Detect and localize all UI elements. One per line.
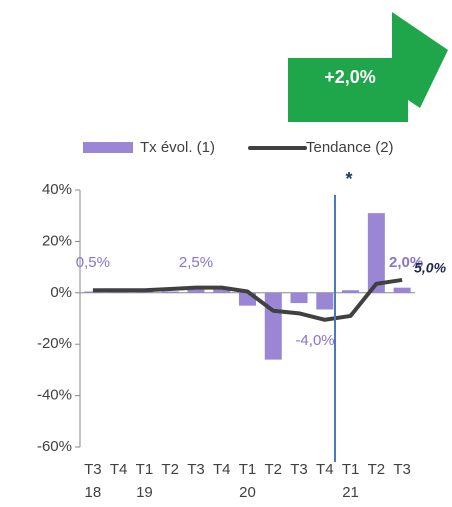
data-label: -4,0%: [295, 332, 334, 349]
data-label: 2,0%: [389, 254, 423, 271]
bar: [342, 290, 360, 293]
legend-swatch: [83, 142, 133, 153]
x-tick-label: T4: [316, 461, 334, 478]
x-tick-label: T2: [368, 461, 386, 478]
x-year-label: 20: [239, 484, 256, 501]
x-year-label: 18: [85, 484, 102, 501]
bar: [316, 292, 334, 310]
bar: [290, 292, 308, 304]
x-tick-label: T4: [213, 461, 231, 478]
data-label: 5,0%: [414, 260, 446, 276]
legend-label: Tendance (2): [306, 139, 394, 156]
y-tick-label: -60%: [37, 438, 72, 455]
x-tick-label: T3: [290, 461, 308, 478]
x-tick-label: T3: [187, 461, 205, 478]
bar: [367, 213, 385, 293]
y-tick-label: 0%: [50, 284, 72, 301]
x-year-label: 21: [342, 484, 359, 501]
y-tick-label: -20%: [37, 335, 72, 352]
data-label: 0,5%: [76, 254, 110, 271]
x-tick-label: T1: [342, 461, 360, 478]
y-tick-label: 40%: [42, 181, 72, 198]
y-tick-label: 20%: [42, 232, 72, 249]
x-tick-label: T2: [161, 461, 179, 478]
x-tick-label: T1: [136, 461, 154, 478]
data-label: 2,5%: [179, 254, 213, 271]
x-tick-label: T3: [84, 461, 102, 478]
y-tick-label: -40%: [37, 387, 72, 404]
bar: [213, 288, 231, 293]
bar: [393, 287, 411, 293]
legend-label: Tx évol. (1): [140, 139, 215, 156]
bar: [161, 291, 179, 293]
bar: [264, 292, 282, 360]
x-tick-label: T2: [265, 461, 283, 478]
x-year-label: 19: [136, 484, 153, 501]
x-tick-label: T1: [239, 461, 257, 478]
x-tick-label: T4: [110, 461, 128, 478]
marker-label: *: [345, 169, 352, 189]
x-tick-label: T3: [393, 461, 411, 478]
arrow: [288, 12, 448, 122]
annotation: +2,0%: [324, 67, 376, 87]
trend-line: [92, 277, 403, 322]
